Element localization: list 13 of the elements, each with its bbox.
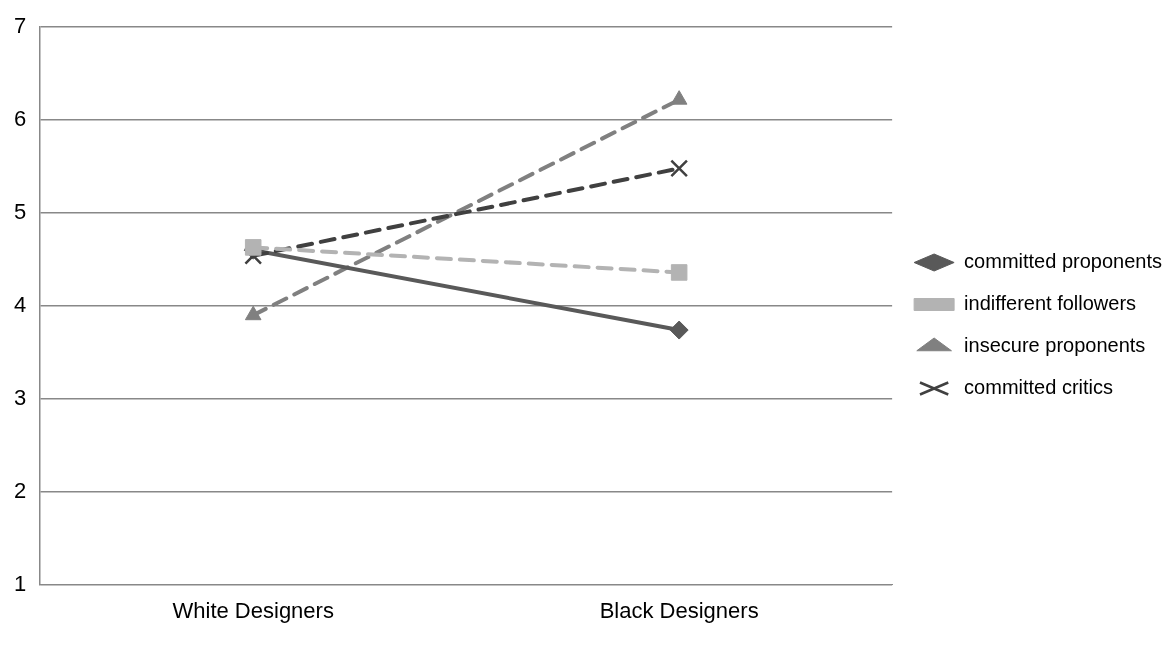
y-tick-label: 7 [13, 13, 27, 39]
y-tick-label: 3 [13, 384, 27, 410]
y-tick-label: 6 [13, 106, 27, 132]
legend-label: committed critics [964, 376, 1114, 399]
legend-label: committed proponents [964, 250, 1163, 273]
y-tick-label: 4 [13, 291, 27, 317]
y-tick-label: 1 [13, 570, 27, 596]
x-tick-label: White Designers [172, 597, 334, 623]
legend-label: insecure proponents [964, 334, 1146, 357]
y-tick-label: 2 [13, 477, 27, 503]
x-tick-label: Black Designers [599, 597, 759, 623]
y-tick-label: 5 [13, 199, 27, 225]
legend-label: indifferent followers [964, 292, 1137, 315]
